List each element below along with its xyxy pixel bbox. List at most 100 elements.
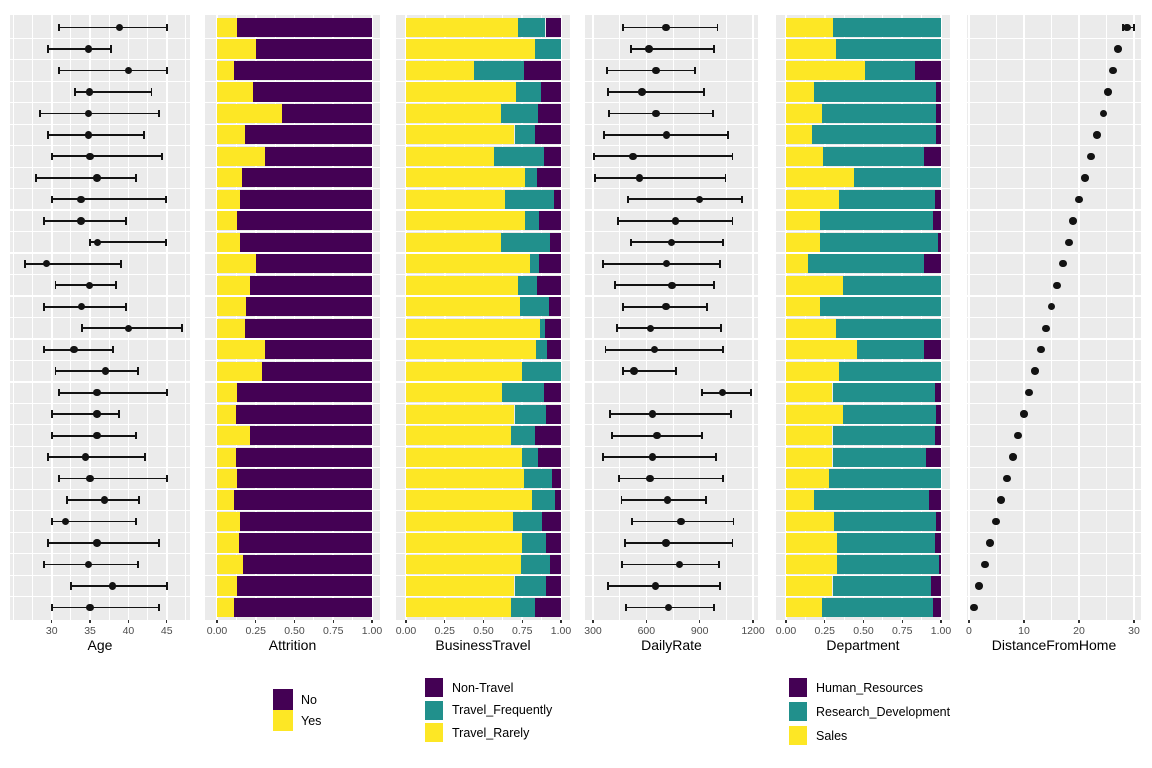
bar-segment-sales: [785, 340, 858, 360]
range-cap-high: [138, 496, 141, 504]
bar-segment-non-travel: [547, 340, 561, 360]
bar-segment-yes: [216, 232, 241, 252]
row-gridline: [10, 37, 190, 39]
row-gridline: [396, 123, 570, 125]
range-line: [608, 585, 721, 587]
median-point: [1047, 303, 1056, 311]
bar-segment-travel_rarely: [405, 297, 520, 317]
row-gridline: [776, 424, 950, 426]
median-point: [647, 324, 655, 332]
median-point: [1042, 324, 1050, 332]
range-cap-high: [721, 238, 724, 247]
axis-tick: [1133, 620, 1135, 623]
range-line: [40, 112, 160, 115]
row-gridline: [776, 553, 950, 555]
range-cap-low: [58, 66, 61, 75]
range-cap-low: [624, 539, 626, 547]
row-gridline: [10, 467, 190, 469]
range-cap-low: [602, 131, 605, 139]
range-cap-high: [674, 367, 677, 375]
panel-department: [776, 15, 950, 620]
row-gridline: [967, 424, 1141, 426]
row-gridline: [585, 59, 758, 61]
bar-segment-research_development: [837, 533, 935, 553]
bar-segment-human_resources: [935, 103, 941, 123]
median-point: [84, 560, 93, 569]
axis-tick: [560, 620, 562, 623]
bar-segment-non-travel: [545, 533, 561, 553]
bar-segment-research_development: [812, 125, 936, 145]
bar-segment-human_resources: [938, 554, 941, 575]
range-cap-low: [624, 603, 627, 612]
range-cap-high: [705, 302, 708, 311]
range-cap-high: [719, 259, 722, 268]
bar-segment-travel_frequently: [520, 554, 551, 575]
range-cap-low: [606, 66, 609, 75]
range-cap-low: [630, 238, 633, 247]
bar-segment-non-travel: [534, 125, 561, 145]
range-cap-high: [731, 539, 734, 547]
row-gridline: [10, 209, 190, 211]
row-gridline: [776, 488, 950, 490]
row-gridline: [205, 338, 380, 340]
median-point: [662, 23, 670, 32]
bar-segment-research_development: [832, 383, 935, 403]
bar-segment-yes: [216, 60, 235, 81]
range-cap-low: [622, 23, 625, 32]
range-line: [602, 262, 721, 265]
range-cap-high: [109, 45, 112, 53]
range-cap-high: [135, 174, 137, 182]
row-gridline: [776, 273, 950, 276]
panel-business_travel: [396, 15, 570, 620]
bar-segment-no: [234, 597, 372, 618]
row-gridline: [776, 359, 950, 362]
row-gridline: [10, 230, 190, 233]
range-cap-low: [1122, 23, 1124, 32]
axis-tick-label: 1.00: [930, 625, 952, 637]
bar-segment-non-travel: [552, 468, 561, 489]
bar-segment-human_resources: [930, 576, 941, 596]
median-point: [1003, 474, 1011, 483]
bar-segment-travel_rarely: [405, 361, 523, 381]
bar-segment-travel_frequently: [517, 275, 537, 295]
row-gridline: [776, 295, 950, 297]
range-cap-high: [718, 560, 721, 569]
median-point: [93, 431, 101, 440]
bar-segment-research_development: [843, 275, 941, 295]
axis-tick-label: 0.50: [473, 625, 494, 637]
row-gridline: [967, 80, 1141, 82]
row-gridline: [776, 209, 950, 211]
range-line: [51, 198, 166, 201]
median-point: [42, 260, 51, 268]
bar-segment-travel_frequently: [536, 340, 548, 360]
median-point: [77, 195, 85, 204]
bar-segment-travel_frequently: [500, 103, 538, 123]
row-gridline: [585, 574, 758, 576]
bar-segment-yes: [216, 146, 266, 166]
median-point: [638, 88, 646, 96]
range-line: [623, 370, 676, 373]
row-gridline: [585, 553, 758, 555]
bar-segment-research_development: [838, 189, 935, 209]
bar-segment-sales: [785, 82, 814, 102]
bar-segment-human_resources: [933, 597, 941, 618]
range-cap-low: [616, 324, 618, 332]
range-cap-low: [50, 517, 53, 526]
bar-segment-no: [282, 103, 372, 123]
bar-segment-travel_rarely: [405, 383, 503, 403]
bar-segment-sales: [785, 275, 844, 295]
axis-tick: [1023, 620, 1025, 623]
bar-segment-travel_rarely: [405, 60, 475, 81]
bar-segment-sales: [785, 597, 822, 618]
range-cap-low: [69, 582, 72, 590]
bar-segment-sales: [785, 490, 814, 510]
range-line: [90, 241, 166, 244]
panel-daily_rate: [585, 15, 758, 620]
range-cap-low: [43, 560, 45, 569]
range-line: [51, 413, 120, 416]
axis-tick-label: 30: [1128, 625, 1140, 637]
bar-segment-non-travel: [539, 254, 561, 274]
row-gridline: [205, 80, 380, 82]
axis-tick: [1078, 620, 1080, 623]
row-gridline: [396, 467, 570, 469]
